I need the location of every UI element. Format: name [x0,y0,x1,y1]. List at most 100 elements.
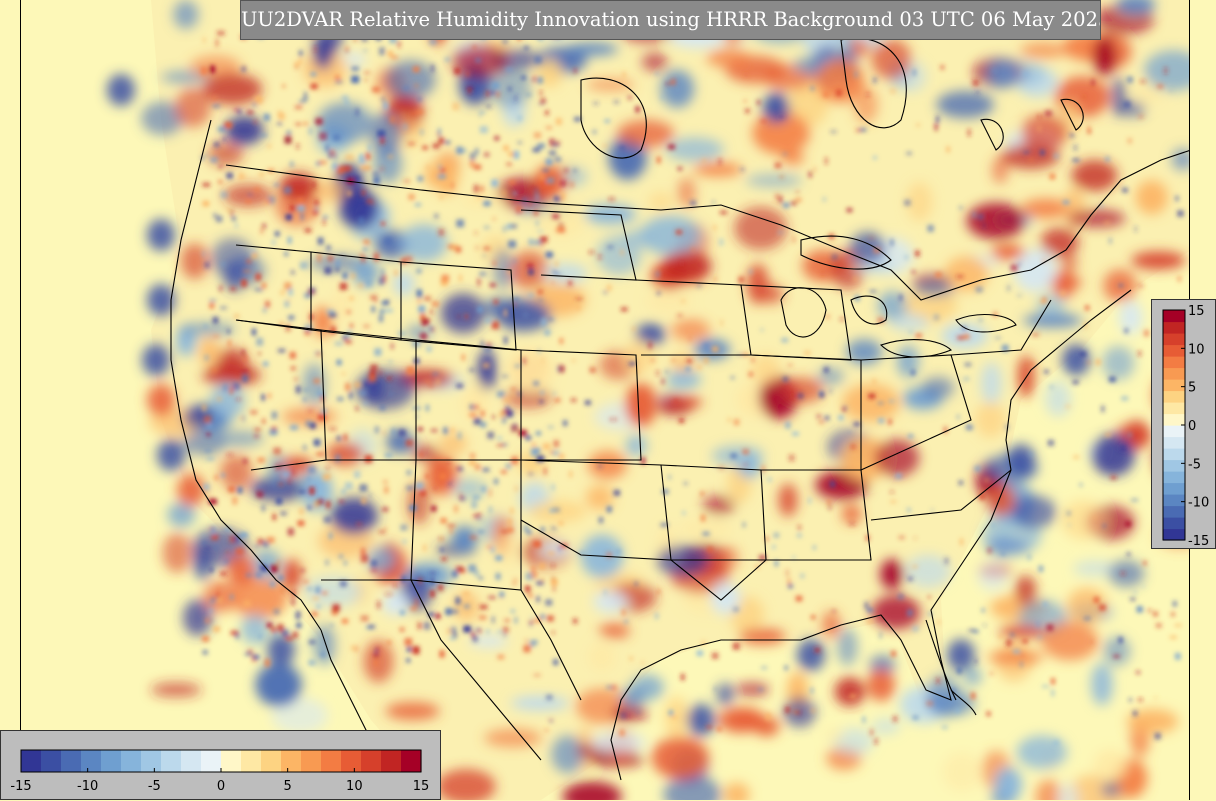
innovation-blob [537,58,562,88]
innovation-speckle [420,313,426,321]
innovation-speckle [813,545,816,550]
innovation-speckle [214,546,218,550]
innovation-speckle [990,672,993,675]
innovation-blob [562,781,622,800]
innovation-blob [661,251,712,282]
innovation-speckle [559,180,567,187]
innovation-blob [778,483,798,517]
innovation-blob [640,215,701,256]
innovation-speckle [406,658,411,663]
innovation-speckle [382,507,389,512]
innovation-speckle [928,595,931,599]
innovation-speckle [250,410,258,415]
innovation-speckle [545,126,552,130]
innovation-speckle [552,507,560,513]
innovation-blob [734,682,770,697]
innovation-speckle [905,255,908,260]
innovation-speckle [273,447,281,455]
innovation-speckle [224,559,229,564]
innovation-blob [944,256,989,292]
innovation-speckle [688,335,692,342]
innovation-speckle [384,486,389,494]
innovation-speckle [749,269,752,274]
innovation-speckle [1129,296,1135,299]
innovation-speckle [714,686,717,692]
innovation-speckle [299,507,304,515]
innovation-speckle [262,418,266,424]
innovation-speckle [388,154,393,159]
innovation-speckle [792,431,799,436]
innovation-speckle [506,409,513,418]
innovation-speckle [254,96,263,103]
innovation-speckle [315,118,323,125]
innovation-speckle [353,176,360,181]
innovation-speckle [531,566,536,573]
innovation-speckle [318,387,321,390]
innovation-blob [871,718,901,735]
innovation-speckle [536,455,545,462]
innovation-speckle [473,418,481,425]
innovation-blob [107,74,135,106]
innovation-speckle [853,422,861,427]
innovation-speckle [730,376,735,379]
innovation-speckle [484,318,492,323]
innovation-speckle [219,285,222,292]
innovation-speckle [906,152,912,155]
innovation-speckle [224,528,231,532]
innovation-speckle [585,400,591,405]
innovation-blob [759,284,784,304]
innovation-speckle [535,617,542,623]
innovation-speckle [374,659,378,667]
innovation-speckle [967,129,971,137]
innovation-speckle [376,647,380,652]
innovation-speckle [214,475,218,481]
innovation-speckle [232,216,236,221]
innovation-speckle [854,71,858,78]
innovation-blob [648,191,674,212]
horizontal-colorbar-swatch [301,750,322,772]
innovation-speckle [743,99,747,103]
innovation-speckle [870,729,873,736]
innovation-speckle [744,74,748,77]
innovation-speckle [542,443,551,450]
innovation-speckle [233,535,239,542]
innovation-speckle [1086,361,1091,364]
innovation-speckle [254,288,263,291]
innovation-speckle [372,172,379,176]
innovation-speckle [555,261,558,267]
innovation-speckle [944,557,949,564]
innovation-speckle [1083,616,1091,621]
innovation-speckle [478,111,486,114]
innovation-speckle [555,141,561,145]
innovation-speckle [358,159,366,165]
innovation-speckle [912,625,919,632]
vertical-colorbar-swatch [1163,425,1185,438]
innovation-speckle [320,394,324,401]
innovation-speckle [423,544,427,552]
innovation-speckle [1177,210,1184,217]
innovation-speckle [1023,151,1030,154]
innovation-blob [210,237,254,279]
innovation-speckle [608,197,615,201]
innovation-speckle [211,596,219,602]
innovation-speckle [330,624,334,627]
innovation-speckle [513,150,519,159]
innovation-speckle [554,398,561,402]
innovation-speckle [351,645,355,651]
innovation-speckle [416,289,422,298]
innovation-speckle [1103,523,1106,528]
innovation-speckle [491,82,500,89]
innovation-speckle [239,574,242,578]
innovation-speckle [344,46,349,52]
innovation-speckle [1143,560,1147,566]
innovation-speckle [489,283,496,287]
innovation-blob [711,445,764,466]
innovation-speckle [342,272,348,279]
innovation-speckle [675,229,683,235]
innovation-speckle [705,725,713,729]
innovation-speckle [1104,221,1110,226]
innovation-speckle [844,405,847,411]
innovation-speckle [557,365,564,373]
vertical-colorbar-tick-label: -5 [1188,457,1201,472]
innovation-speckle [502,38,508,44]
